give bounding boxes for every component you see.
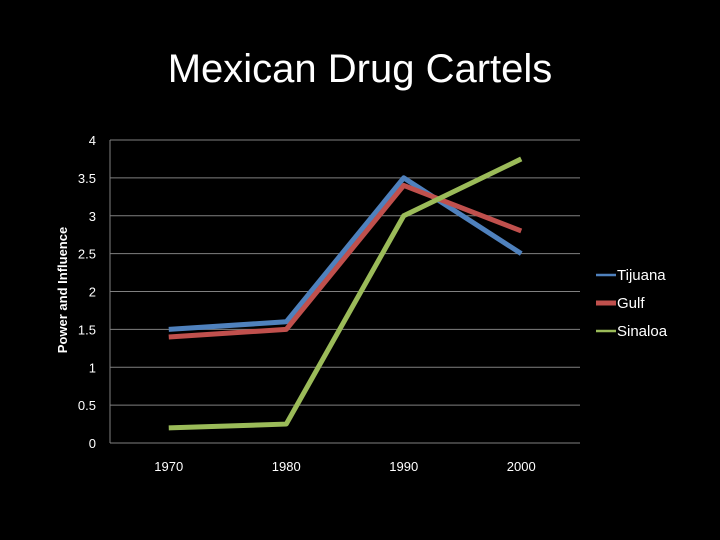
legend: Tijuana Gulf Sinaloa	[596, 267, 668, 340]
x-tick-label: 2000	[507, 459, 536, 474]
x-tick-label: 1990	[389, 459, 418, 474]
chart-title: Mexican Drug Cartels	[168, 47, 553, 91]
gridlines	[110, 139, 580, 444]
legend-label-tijuana: Tijuana	[617, 267, 666, 284]
y-tick-label: 4	[89, 133, 96, 148]
y-tick-label: 1	[89, 360, 96, 375]
y-tick-label: 0.5	[78, 398, 96, 413]
tick-labels: 0 0.5 1 1.5 2 2.5 3 3.5 4 1970 1980 1990 2000	[78, 133, 536, 474]
series-line-sinaloa	[168, 156, 523, 431]
y-tick-label: 0	[89, 436, 96, 451]
legend-label-gulf: Gulf	[617, 295, 645, 312]
y-tick-label: 1.5	[78, 322, 96, 337]
series-lines	[168, 156, 523, 431]
series-line-gulf	[168, 182, 523, 340]
series-line-tijuana	[168, 175, 523, 332]
axes	[109, 140, 580, 444]
y-tick-label: 3.5	[78, 171, 96, 186]
y-tick-label: 3	[89, 209, 96, 224]
x-tick-label: 1980	[272, 459, 301, 474]
y-tick-label: 2	[89, 285, 96, 300]
y-axis-label: Power and Influence	[55, 227, 70, 353]
x-tick-label: 1970	[154, 459, 183, 474]
legend-label-sinaloa: Sinaloa	[617, 323, 668, 340]
y-tick-label: 2.5	[78, 247, 96, 262]
